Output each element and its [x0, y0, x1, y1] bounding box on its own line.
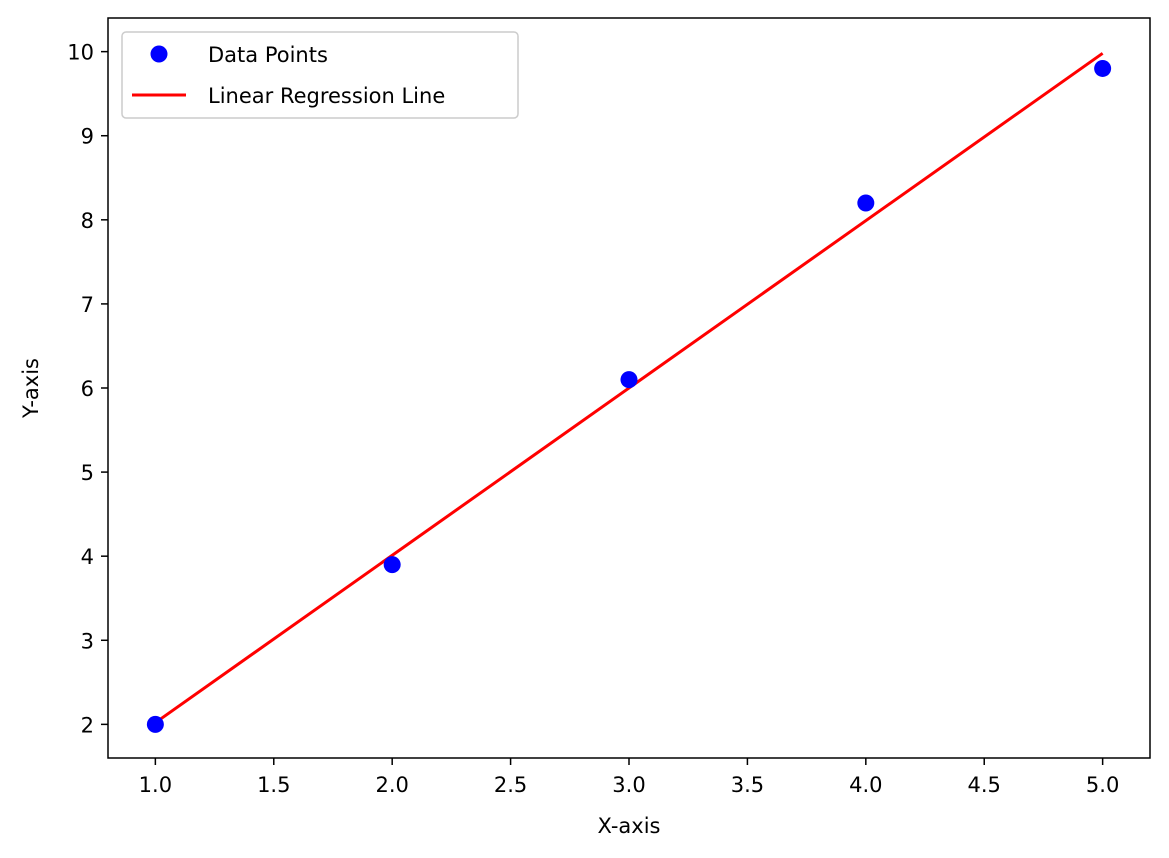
x-tick-label: 1.0	[139, 773, 172, 797]
y-tick-label: 7	[81, 293, 94, 317]
x-tick-label: 4.5	[968, 773, 1001, 797]
data-point	[1094, 59, 1112, 77]
y-tick-label: 4	[81, 545, 94, 569]
y-tick-label: 5	[81, 461, 94, 485]
legend: Data Points Linear Regression Line	[121, 31, 519, 119]
data-point	[146, 715, 164, 733]
x-tick-label: 3.0	[612, 773, 645, 797]
x-axis-label: X-axis	[598, 814, 661, 838]
x-tick-label: 5.0	[1086, 773, 1119, 797]
data-point	[857, 194, 875, 212]
y-tick-label: 3	[81, 629, 94, 653]
plot-marks	[146, 52, 1112, 733]
legend-box	[121, 31, 519, 119]
y-tick-label: 8	[81, 209, 94, 233]
x-tick-label: 4.0	[849, 773, 882, 797]
legend-label: Linear Regression Line	[208, 84, 445, 108]
y-tick-label: 9	[81, 125, 94, 149]
y-tick-label: 2	[81, 713, 94, 737]
legend-marker-data-points	[150, 45, 168, 63]
legend-label: Data Points	[208, 43, 328, 67]
data-point	[383, 556, 401, 574]
x-tick-label: 2.0	[375, 773, 408, 797]
x-tick-label: 3.5	[731, 773, 764, 797]
y-tick-label: 6	[81, 377, 94, 401]
axes: 1.0 1.5 2.0 2.5 3.0 3.5 4.0 4.5 5.0 2 3 4 5 6 7 8 9 10	[67, 17, 1151, 797]
y-axis-label: Y-axis	[19, 358, 43, 419]
x-tick-label: 2.5	[494, 773, 527, 797]
data-point	[620, 371, 638, 389]
y-tick-label: 10	[67, 41, 94, 65]
x-tick-label: 1.5	[257, 773, 290, 797]
